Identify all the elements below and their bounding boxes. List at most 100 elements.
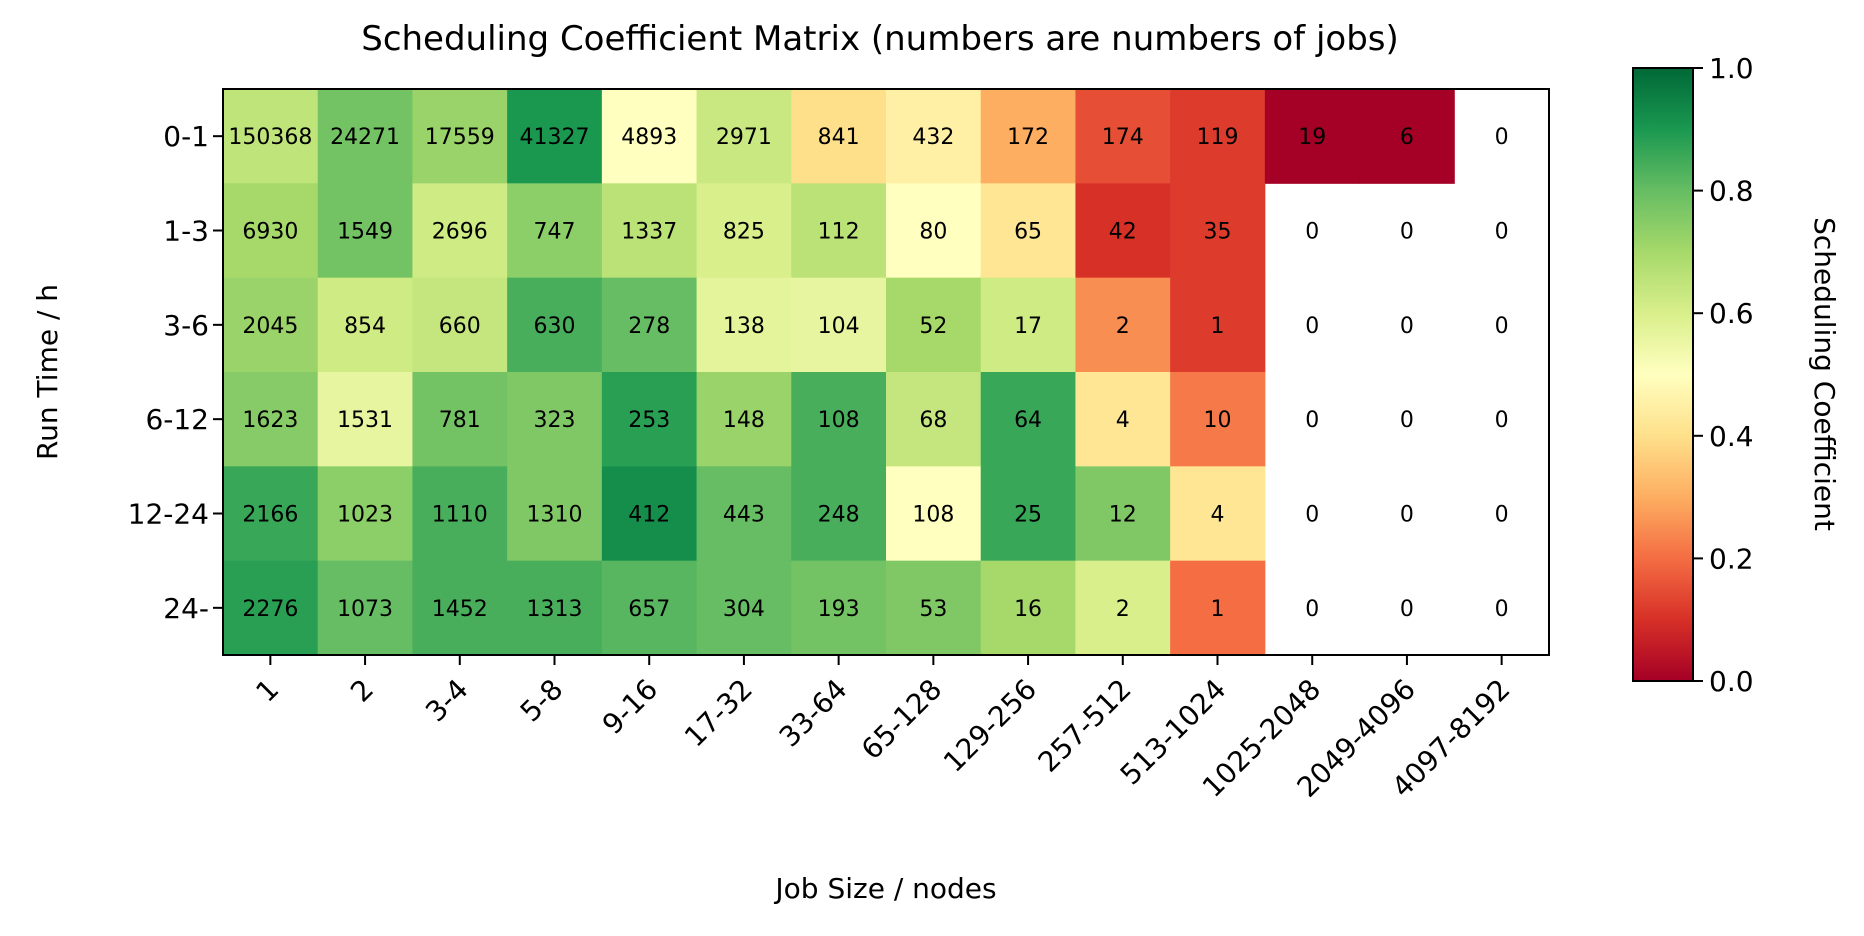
cell-value-label: 25	[1014, 503, 1042, 528]
heatmap-cell	[696, 560, 792, 656]
heatmap-cell	[886, 372, 982, 467]
cell-value-label: 841	[818, 125, 860, 150]
cell-value-label: 6930	[242, 220, 298, 245]
heatmap-cell	[980, 277, 1076, 373]
heatmap-cell	[601, 183, 698, 279]
cell-value-label: 138	[723, 314, 765, 339]
cell-value-label: 781	[439, 408, 481, 433]
heatmap-cell	[1170, 560, 1266, 656]
heatmap-cell	[791, 277, 887, 373]
cell-value-label: 148	[723, 408, 765, 433]
cell-value-label: 660	[439, 314, 481, 339]
y-axis-label: Run Time / h	[31, 284, 64, 460]
x-tick-label: 129-256	[937, 673, 1043, 779]
cell-value-label: 747	[534, 220, 576, 245]
heatmap-cell	[317, 466, 413, 562]
heatmap-cell	[601, 466, 698, 562]
heatmap-cell	[412, 277, 508, 373]
colorbar-tick-label: 0.4	[1709, 420, 1754, 453]
cell-value-label: 1313	[527, 597, 583, 622]
heatmap-cell	[412, 89, 508, 184]
cell-value-label: 119	[1197, 125, 1239, 150]
colorbar-tick-label: 0.2	[1709, 542, 1754, 575]
heatmap-cell	[886, 277, 982, 373]
heatmap-cell	[223, 183, 319, 279]
cell-value-label: 2166	[242, 503, 298, 528]
heatmap-cell	[980, 372, 1076, 467]
colorbar-tick-label: 0.0	[1709, 665, 1754, 698]
heatmap-cell	[1264, 89, 1361, 184]
cell-value-label: 17	[1014, 314, 1042, 339]
heatmap-cell	[412, 560, 508, 656]
cell-value-label: 108	[912, 503, 954, 528]
cell-value-label: 304	[723, 597, 765, 622]
cell-value-label: 0	[1495, 125, 1509, 150]
cell-value-label: 19	[1298, 125, 1326, 150]
heatmap-cell	[317, 277, 413, 373]
heatmap-cell	[1075, 89, 1171, 184]
cell-value-label: 4	[1116, 408, 1130, 433]
y-tick-label: 1-3	[163, 215, 209, 248]
heatmap-cell	[980, 560, 1076, 656]
cell-value-label: 0	[1305, 220, 1319, 245]
cell-value-label: 80	[919, 220, 947, 245]
heatmap-cell	[696, 89, 792, 184]
x-tick-label: 3-4	[419, 673, 475, 729]
y-tick-label: 12-24	[128, 498, 209, 531]
heatmap-cell	[412, 183, 508, 279]
cell-value-label: 1	[1211, 314, 1225, 339]
cell-value-label: 630	[534, 314, 576, 339]
cell-value-label: 412	[628, 503, 670, 528]
cell-value-label: 0	[1305, 503, 1319, 528]
cell-value-label: 1110	[432, 503, 488, 528]
cell-value-label: 2971	[716, 125, 772, 150]
heatmap-cell	[317, 560, 413, 656]
y-tick-label: 0-1	[163, 120, 209, 153]
cell-value-label: 0	[1495, 220, 1509, 245]
cell-value-label: 0	[1400, 503, 1414, 528]
heatmap-cell	[980, 466, 1076, 562]
heatmap-cell	[980, 183, 1076, 279]
heatmap-cell	[791, 183, 887, 279]
cell-value-label: 112	[818, 220, 860, 245]
cell-value-label: 1023	[337, 503, 393, 528]
cell-value-label: 104	[818, 314, 860, 339]
heatmap-cell	[1170, 183, 1266, 279]
heatmap-cell	[1359, 89, 1455, 184]
x-tick-label: 1	[249, 673, 285, 709]
chart-title: Scheduling Coefficient Matrix (numbers a…	[361, 19, 1399, 59]
cell-value-label: 248	[818, 503, 860, 528]
cell-value-label: 172	[1007, 125, 1049, 150]
cell-value-label: 825	[723, 220, 765, 245]
cell-value-label: 1549	[337, 220, 393, 245]
cell-value-label: 16	[1014, 597, 1042, 622]
y-tick-label: 24-	[163, 592, 209, 625]
x-tick-label: 9-16	[596, 673, 664, 741]
heatmap-cell	[886, 560, 982, 656]
cell-value-label: 1452	[432, 597, 488, 622]
cell-value-label: 2045	[242, 314, 298, 339]
cell-value-label: 1073	[337, 597, 393, 622]
heatmap-cell	[223, 89, 319, 184]
cell-value-label: 0	[1400, 597, 1414, 622]
heatmap-cell	[507, 277, 603, 373]
x-tick-label: 33-64	[773, 673, 854, 754]
heatmap-cell	[1170, 466, 1266, 562]
heatmap-cell	[507, 560, 603, 656]
heatmap-cell	[1075, 277, 1171, 373]
cell-value-label: 323	[534, 408, 576, 433]
cell-value-label: 0	[1495, 597, 1509, 622]
heatmap-cell	[1075, 372, 1171, 467]
heatmap-cell	[1075, 183, 1171, 279]
cell-value-label: 2	[1116, 597, 1130, 622]
cell-value-label: 854	[344, 314, 386, 339]
cell-value-label: 41327	[520, 125, 590, 150]
heatmap-cell	[223, 560, 319, 656]
heatmap-cell	[1170, 372, 1266, 467]
heatmap-cell	[791, 89, 887, 184]
heatmap-cell	[601, 89, 698, 184]
cell-value-label: 17559	[425, 125, 495, 150]
colorbar-label: Scheduling Coefficient	[1808, 217, 1841, 531]
heatmap-cell	[507, 89, 603, 184]
